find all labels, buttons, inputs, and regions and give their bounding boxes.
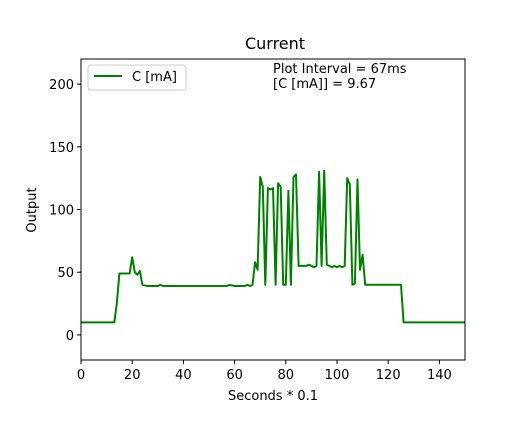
annotation-plot-interval: Plot Interval = 67ms bbox=[273, 62, 407, 77]
x-tick-label: 20 bbox=[124, 368, 141, 383]
x-axis: 0 20 40 60 80 100 120 140 bbox=[77, 360, 452, 383]
y-axis: 0 50 100 150 200 bbox=[49, 78, 81, 344]
x-tick-label: 60 bbox=[226, 368, 243, 383]
y-tick-label: 200 bbox=[49, 78, 74, 93]
legend-box bbox=[87, 64, 187, 91]
chart-title: Current bbox=[245, 34, 305, 53]
x-tick-label: 120 bbox=[376, 368, 401, 383]
series-layer bbox=[81, 169, 465, 324]
series-line-0 bbox=[81, 169, 465, 324]
y-tick-label: 0 bbox=[66, 329, 74, 344]
x-tick-label: 40 bbox=[175, 368, 192, 383]
x-axis-label: Seconds * 0.1 bbox=[228, 389, 318, 404]
legend: C [mA] bbox=[87, 64, 187, 91]
x-tick-label: 100 bbox=[325, 368, 350, 383]
annotation-current-value: [C [mA]] = 9.67 bbox=[273, 77, 376, 92]
y-axis-label: Output bbox=[25, 187, 40, 232]
x-tick-label: 80 bbox=[278, 368, 295, 383]
y-tick-label: 100 bbox=[49, 204, 74, 219]
x-tick-label: 0 bbox=[77, 368, 85, 383]
y-tick-label: 50 bbox=[57, 266, 74, 281]
legend-entry-label: C [mA] bbox=[132, 70, 177, 85]
y-tick-label: 150 bbox=[49, 141, 74, 156]
x-tick-label: 140 bbox=[427, 368, 452, 383]
